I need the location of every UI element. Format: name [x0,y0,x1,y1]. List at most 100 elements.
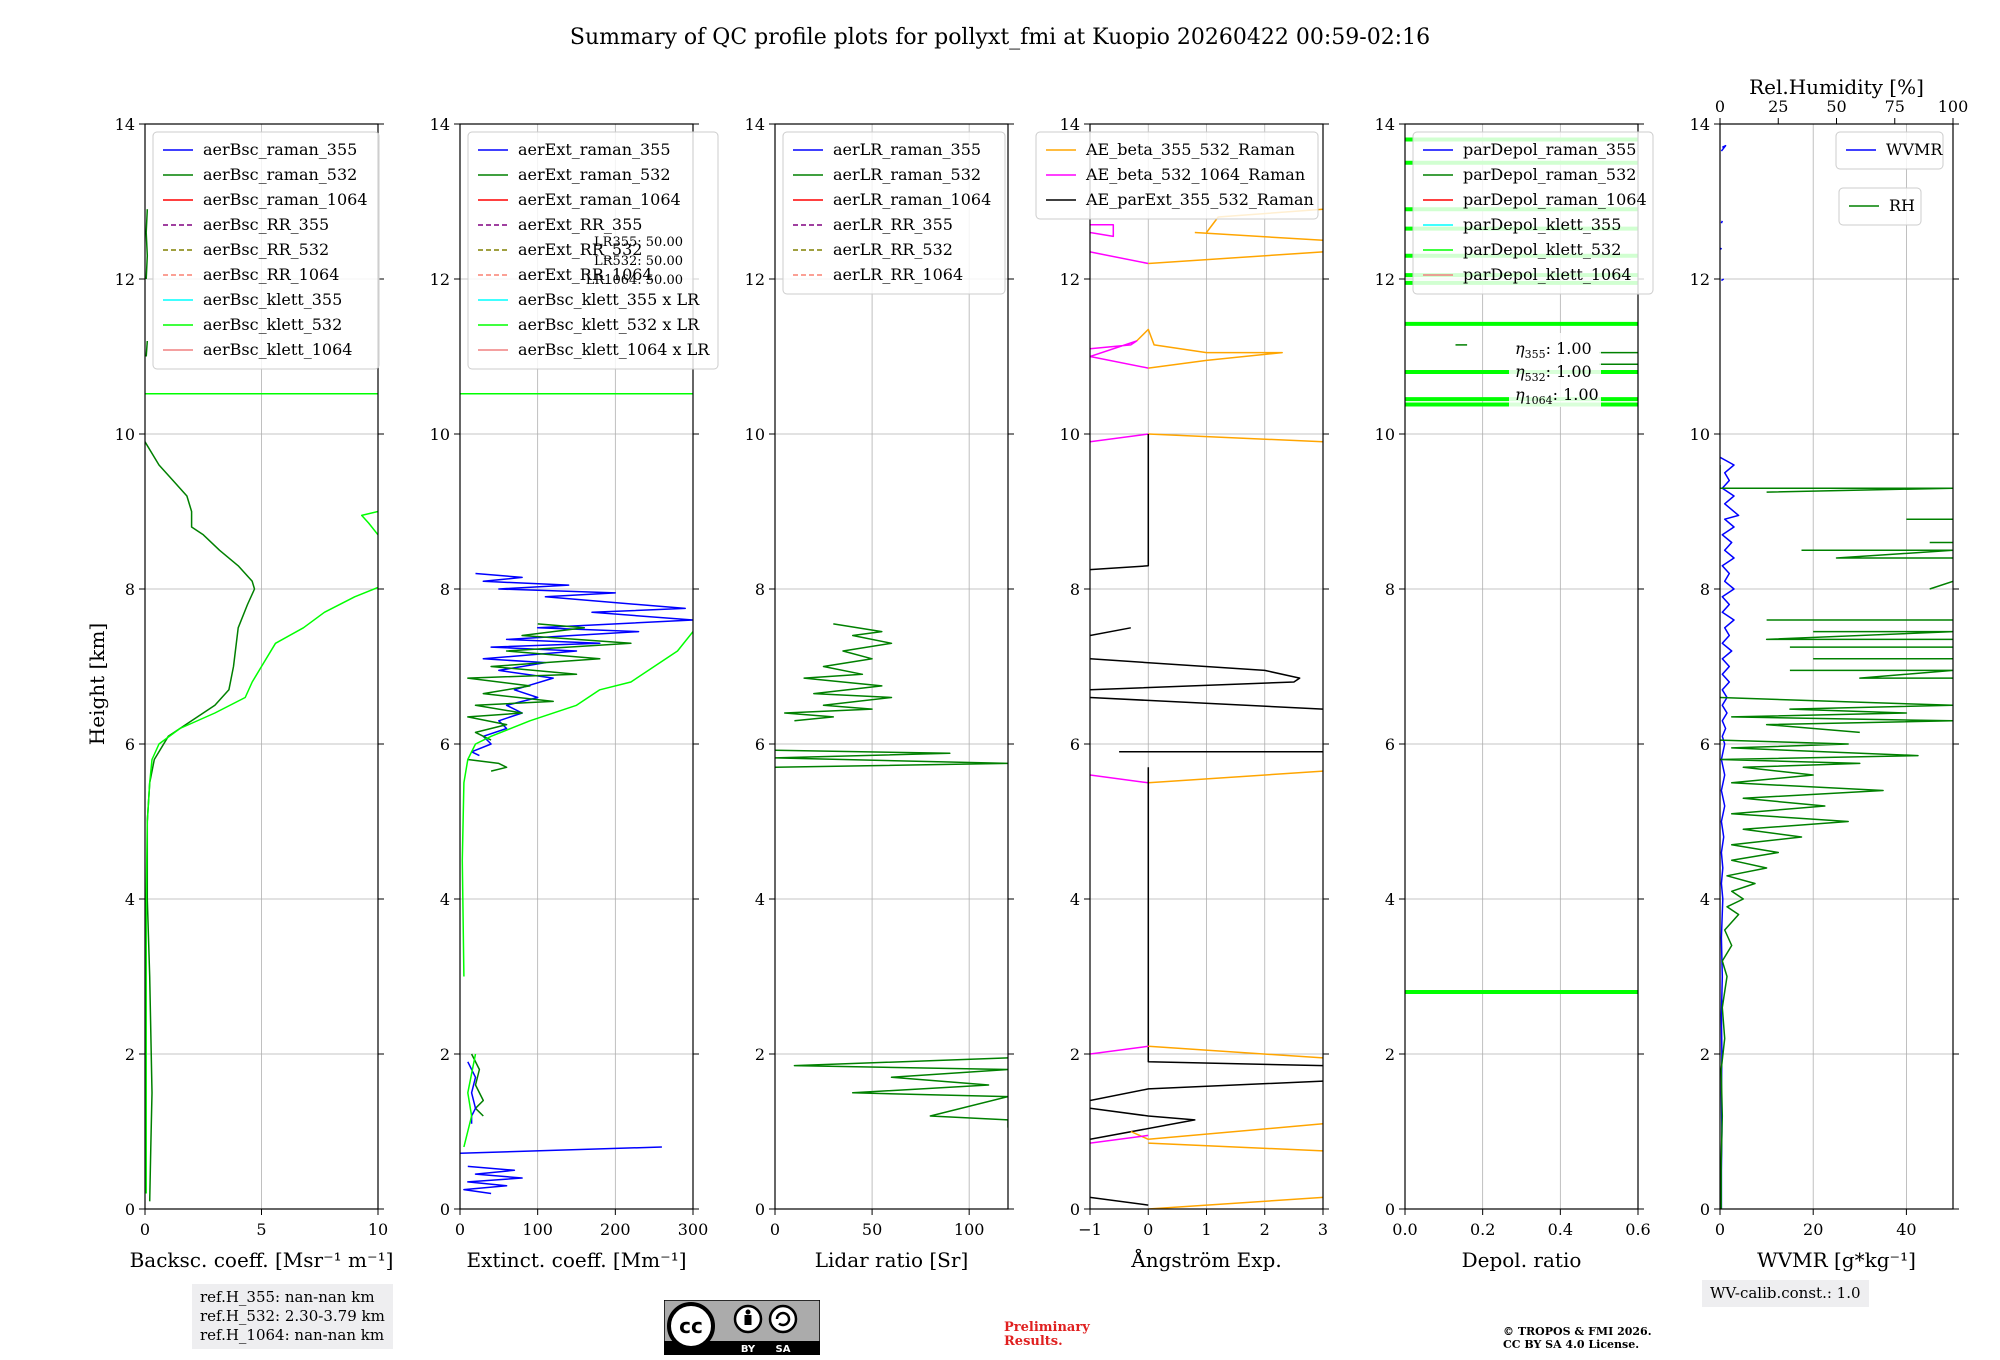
eta-number: : 1.00 [1553,385,1599,404]
x-tick-label: 0.4 [1548,1220,1573,1239]
series-line-AE_beta_355_532_Raman [1130,1123,1323,1141]
svg-text:SA: SA [776,1344,791,1355]
panel-series [145,209,378,1202]
axes-frame [459,123,694,1210]
x-tick-label: 0 [770,1220,780,1239]
y-axis-label: Height [km] [85,623,109,745]
y-tick-label: 4 [440,890,450,909]
y-tick-label: 12 [745,270,765,289]
y-tick-label: 4 [1700,890,1710,909]
legend-label: AE_parExt_355_532_Raman [1085,190,1314,209]
legend-frame [782,131,1006,295]
x-tick-label: 0.0 [1392,1220,1417,1239]
preliminary-results-note: Preliminary Results. [1004,1320,1090,1349]
series-line-AE_beta_355_532_Raman [1194,231,1323,242]
y-tick-label: 14 [1375,115,1395,134]
series-line-RH [1720,465,1953,493]
legend-label: aerBsc_raman_1064 [203,190,368,209]
series-line-AE_beta_355_532_Raman [1148,1196,1323,1209]
legend-label: aerBsc_klett_532 x LR [518,315,700,334]
ref-height-355: ref.H_355: nan-nan km [200,1288,375,1306]
series-line-aerBsc_klett_532 [145,586,378,1194]
series-line-AE_beta_532_1064_Raman [1090,433,1149,443]
series-line-AE_beta_532_1064_Raman [1090,774,1149,784]
panel-bsc: 0 5 10 0 2 4 6 8 10 12 14 Backsc. coeff. [Msr⁻¹ m⁻¹… [115,115,394,1272]
series-line-AE_beta_532_1064_Raman [1090,224,1115,238]
legend-label: aerExt_RR_355 [518,215,642,234]
legend-label: parDepol_klett_1064 [1463,265,1632,284]
series-line-aerLR_raman_532 [783,623,893,722]
series-line-aerExt_raman_355 [463,1165,523,1195]
legend-label: AE_beta_532_1064_Raman [1085,165,1305,184]
series-line-aerExt_raman_532 [467,623,632,741]
panel-series [775,623,1008,1128]
y-tick-label: 2 [440,1045,450,1064]
series-line-AE_beta_532_1064_Raman [1090,251,1149,265]
panel-depol: 0.0 0.2 0.4 0.6 0 2 4 6 8 10 12 14 Depol. ratio parDe… [1375,115,1654,1272]
series-line-WVMR [1720,278,1725,282]
series-line-WVMR [1720,144,1727,152]
svg-text:BY: BY [741,1344,756,1355]
panel-series [1720,144,1953,1209]
y-tick-label: 0 [125,1200,135,1219]
series-line-AE_beta_355_532_Raman [1148,770,1323,784]
x-tick-label: 5 [256,1220,266,1239]
y-tick-label: 14 [430,115,450,134]
x-tick-label: 300 [678,1220,709,1239]
x2-tick-label: 25 [1768,97,1788,116]
series-line-aerLR_raman_532 [793,1057,1008,1128]
y-tick-label: 4 [1385,890,1395,909]
x-axis-label: Backsc. coeff. [Msr⁻¹ m⁻¹] [130,1248,394,1272]
x-axis-label: Lidar ratio [Sr] [815,1248,969,1272]
y-tick-label: 0 [440,1200,450,1219]
y-tick-label: 10 [1375,425,1395,444]
legend-label: aerLR_RR_532 [833,240,953,259]
legend-label: aerLR_raman_355 [833,140,981,159]
y-tick-label: 2 [755,1045,765,1064]
x-tick-label: 0 [1143,1220,1153,1239]
cc-by-sa-license-logo: cc BY SA [664,1300,820,1355]
y-tick-label: 8 [755,580,765,599]
legend-label: aerBsc_klett_532 [203,315,342,334]
series-line-RH [1789,669,1953,679]
y-tick-label: 0 [1385,1200,1395,1219]
y-tick-label: 6 [755,735,765,754]
legend-label: aerBsc_klett_1064 [203,340,352,359]
legend-label: parDepol_raman_532 [1463,165,1636,184]
legend-label: aerExt_raman_532 [518,165,671,184]
y-tick-label: 8 [1385,580,1395,599]
panel-wv: 0 20 40 0 2 4 6 8 10 12 14 WVMR [g*kg⁻¹] 0 25 50 75 100 R… [1690,75,1969,1272]
series-line-AE_beta_355_532_Raman [1148,433,1323,443]
series-line-aerBsc_klett_532 x LR [461,631,693,977]
eta-number: : 1.00 [1546,339,1592,358]
y-tick-label: 10 [430,425,450,444]
y-tick-label: 2 [125,1045,135,1064]
panel-lr: 0 50 100 0 2 4 6 8 10 12 14 Lidar ratio [Sr] aerLR_r… [745,115,1014,1272]
panel-ext: 0 100 200 300 0 2 4 6 8 10 12 14 Extinct. coeff. [Mm… [430,115,719,1272]
x-tick-label: 0 [455,1220,465,1239]
reference-height-box: ref.H_355: nan-nan km ref.H_532: 2.30-3.… [192,1284,393,1349]
series-line-AE_parExt_355_532_Raman [1090,1107,1196,1141]
legend-frame [1835,131,1944,170]
y-tick-label: 6 [1700,735,1710,754]
x-tick-label: 100 [522,1220,553,1239]
x-tick-label: 1 [1201,1220,1211,1239]
series-line-aerBsc_raman_532 [145,340,149,357]
legend-label: aerBsc_raman_532 [203,165,357,184]
x-tick-label: 200 [600,1220,631,1239]
y-tick-label: 12 [1060,270,1080,289]
copyright-note: © TROPOS & FMI 2026. CC BY SA 4.0 License… [1503,1325,1652,1351]
x-axis-label: Ångström Exp. [1130,1247,1281,1272]
series-line-aerBsc_raman_532 [145,209,149,280]
legend-frame [152,131,380,370]
x2-tick-label: 100 [1938,97,1969,116]
y-tick-label: 12 [430,270,450,289]
series-line-aerExt_raman_532 [470,1053,485,1117]
y-tick-label: 12 [1375,270,1395,289]
y-tick-label: 14 [115,115,135,134]
legend-label: aerExt_RR_532 [518,240,642,259]
x-tick-label: 10 [368,1220,388,1239]
panel-series [1090,208,1323,1209]
x-tick-label: 50 [862,1220,882,1239]
